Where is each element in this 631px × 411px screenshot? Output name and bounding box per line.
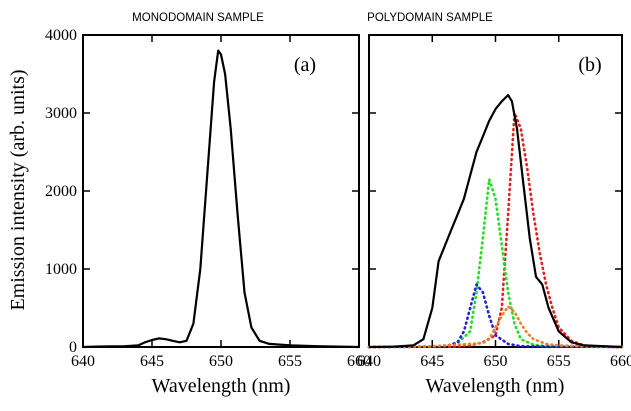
panel-b-series (367, 93, 624, 349)
panel-b-x-axis-label: Wavelength (nm) (426, 375, 565, 397)
panel-a-x-ticks: 640 645 650 655 660 (71, 35, 371, 370)
y-tick-label: 3000 (45, 105, 77, 122)
panel-b-title: POLYDOMAIN SAMPLE (367, 12, 493, 24)
panel-a-x-axis-label: Wavelength (nm) (152, 375, 291, 397)
x-tick-label: 655 (547, 353, 571, 370)
panel-b-x-ticks: 640 645 650 655 660 (357, 35, 631, 370)
x-tick-label: 650 (209, 353, 233, 370)
y-tick-label: 1000 (45, 261, 77, 278)
x-tick-label: 640 (357, 353, 381, 370)
panel-b-frame (368, 34, 623, 348)
x-tick-label: 650 (484, 353, 508, 370)
y-tick-label: 4000 (45, 27, 77, 44)
x-tick-label: 660 (610, 353, 631, 370)
series-line-component (367, 111, 624, 349)
panel-a-series (82, 49, 360, 349)
panel-a-label: (a) (294, 54, 316, 76)
series-line-component (367, 178, 624, 349)
panel-b-y-ticks (369, 34, 622, 348)
series-line-total (368, 93, 623, 349)
panel-b: POLYDOMAIN SAMPLE 640 645 650 655 660 (b) Wa… (357, 12, 631, 397)
panel-b-label: (b) (578, 54, 601, 76)
panel-a-frame (82, 34, 360, 348)
y-tick-label: 0 (69, 339, 77, 356)
panel-a-title: MONODOMAIN SAMPLE (132, 12, 264, 24)
x-tick-label: 660 (347, 353, 371, 370)
y-axis-label: Emission intensity (arb. units) (7, 69, 29, 310)
series-line-total (82, 49, 360, 349)
x-tick-label: 640 (71, 353, 95, 370)
y-tick-label: 2000 (45, 183, 77, 200)
x-tick-label: 655 (278, 353, 302, 370)
x-tick-label: 645 (140, 353, 164, 370)
series-line-component (367, 283, 624, 349)
series-line-component (367, 305, 624, 349)
panel-a-y-ticks: 0 1000 2000 3000 4000 (45, 27, 359, 356)
x-tick-label: 645 (420, 353, 444, 370)
